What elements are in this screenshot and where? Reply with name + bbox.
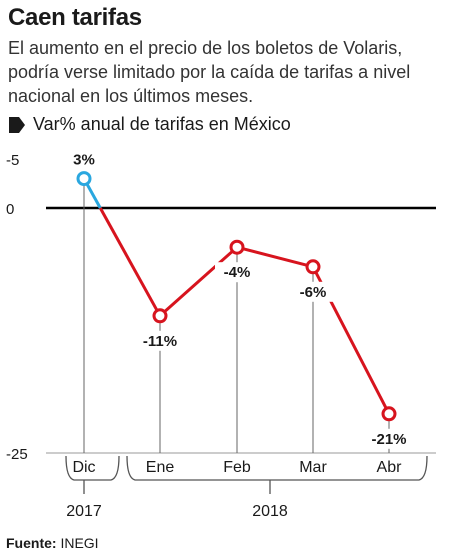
year-label: 2017 <box>66 503 102 520</box>
x-tick-label: Dic <box>72 459 95 476</box>
data-label-bg <box>367 428 411 449</box>
y-tick-label: 0 <box>6 201 14 218</box>
year-bracket <box>126 455 428 481</box>
y-tick-label: -5 <box>6 152 19 169</box>
x-tick-label: Abr <box>377 459 403 476</box>
source-value: INEGI <box>60 535 99 551</box>
data-point <box>305 259 321 275</box>
x-tick-label: Mar <box>299 459 327 476</box>
series-segment <box>236 245 314 269</box>
data-label-bg <box>215 262 259 283</box>
series-segment <box>98 207 162 317</box>
data-label: 3% <box>73 152 95 169</box>
x-tick-label: Ene <box>146 459 175 476</box>
pointer-icon <box>9 116 25 133</box>
chart-title: Caen tarifas <box>8 4 142 31</box>
year-bracket <box>65 455 120 481</box>
series-title: Var% anual de tarifas en México <box>33 114 291 134</box>
data-label: -4% <box>224 264 251 281</box>
source-note: Fuente: INEGI <box>6 535 99 551</box>
series-segment <box>159 246 238 317</box>
chart-subtitle: El aumento en el precio de los boletos d… <box>8 38 411 106</box>
data-label: -11% <box>143 333 177 350</box>
data-label-bg <box>291 281 335 302</box>
series-heading: Var% anual de tarifas en México <box>8 114 291 135</box>
data-point <box>76 171 92 187</box>
y-tick-label: -25 <box>6 446 28 463</box>
data-point <box>381 406 397 422</box>
data-point <box>229 239 245 255</box>
x-tick-label: Feb <box>223 459 251 476</box>
data-label-bg <box>138 330 182 351</box>
year-label: 2018 <box>252 503 288 520</box>
source-label: Fuente: <box>6 535 57 551</box>
data-label-bg <box>62 149 106 170</box>
data-point <box>152 308 168 324</box>
data-label: -21% <box>371 431 406 448</box>
data-label: -6% <box>300 284 327 301</box>
